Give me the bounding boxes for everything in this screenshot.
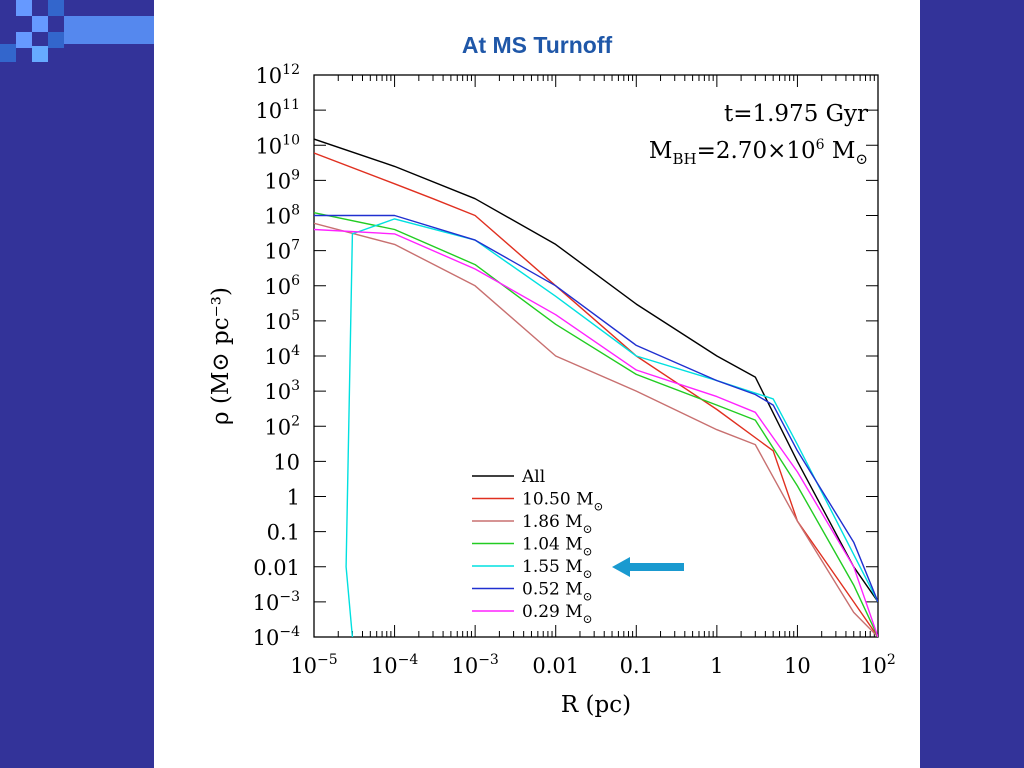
legend-label: 0.29 M⊙ xyxy=(522,602,593,626)
legend-label: 10.50 M⊙ xyxy=(522,490,604,514)
y-tick-label: 103 xyxy=(264,378,300,404)
y-tick-label: 10−4 xyxy=(253,624,300,650)
axis-ticks xyxy=(313,74,878,638)
x-axis-title: R (pc) xyxy=(561,692,631,718)
y-tick-label: 106 xyxy=(264,273,300,299)
time-annotation: t=1.975 Gyr xyxy=(724,101,868,127)
y-tick-label: 108 xyxy=(264,203,300,229)
series-line-2 xyxy=(314,222,878,637)
x-tick-label: 10 xyxy=(784,654,811,678)
slide-title: At MS Turnoff xyxy=(461,32,613,58)
series-line-0 xyxy=(314,138,878,603)
legend-label: 1.55 M⊙ xyxy=(522,557,593,581)
legend-label: 1.04 M⊙ xyxy=(522,535,593,559)
corner-decoration xyxy=(0,0,154,62)
legend-label: 1.86 M⊙ xyxy=(522,512,593,536)
series-line-4 xyxy=(345,218,878,637)
y-tick-label: 1 xyxy=(287,486,300,510)
bh-mass-annotation: MBH=2.70×106 M⊙ xyxy=(649,137,868,168)
y-tick-label: 1011 xyxy=(255,97,300,123)
series-line-6 xyxy=(314,228,878,637)
density-profile-chart: 10−5 10−4 10−3 0.01 0.1 1 10 102101210111010109… xyxy=(208,62,896,718)
y-tick-label: 10 xyxy=(273,450,300,474)
x-tick-label: 0.1 xyxy=(620,654,653,678)
series-line-5 xyxy=(314,214,878,603)
y-tick-label: 107 xyxy=(264,238,300,264)
x-tick-label: 0.01 xyxy=(532,654,579,678)
highlight-arrow-icon xyxy=(612,557,684,577)
x-tick-label: 102 xyxy=(860,652,896,678)
y-tick-label: 1012 xyxy=(255,62,300,88)
x-tick-label: 10−5 xyxy=(290,652,337,678)
legend-label: All xyxy=(521,467,545,487)
legend-label: 0.52 M⊙ xyxy=(522,580,593,604)
series-curves xyxy=(314,138,878,637)
series-line-3 xyxy=(314,212,878,637)
y-tick-label: 104 xyxy=(264,343,300,369)
y-axis-title: ρ (M⊙ pc⁻³) xyxy=(208,287,234,425)
x-tick-label: 10−3 xyxy=(451,652,498,678)
y-tick-label: 109 xyxy=(264,167,300,193)
slide: At MS Turnoff 10−5 10−4 10−3 0.01 0.1 1 10 102 1… xyxy=(154,0,920,768)
y-tick-label: 0.1 xyxy=(267,521,300,545)
y-tick-label: 102 xyxy=(264,413,300,439)
y-tick-label: 1010 xyxy=(255,132,300,158)
y-tick-label: 105 xyxy=(264,308,300,334)
x-tick-label: 10−4 xyxy=(371,652,418,678)
y-tick-label: 0.01 xyxy=(253,556,300,580)
legend: All 10.50 M⊙1.86 M⊙1.04 M⊙1.55 M⊙0.52 M⊙0… xyxy=(472,467,604,626)
x-tick-label: 1 xyxy=(710,654,723,678)
y-tick-label: 10−3 xyxy=(253,589,300,615)
series-line-1 xyxy=(314,152,878,637)
